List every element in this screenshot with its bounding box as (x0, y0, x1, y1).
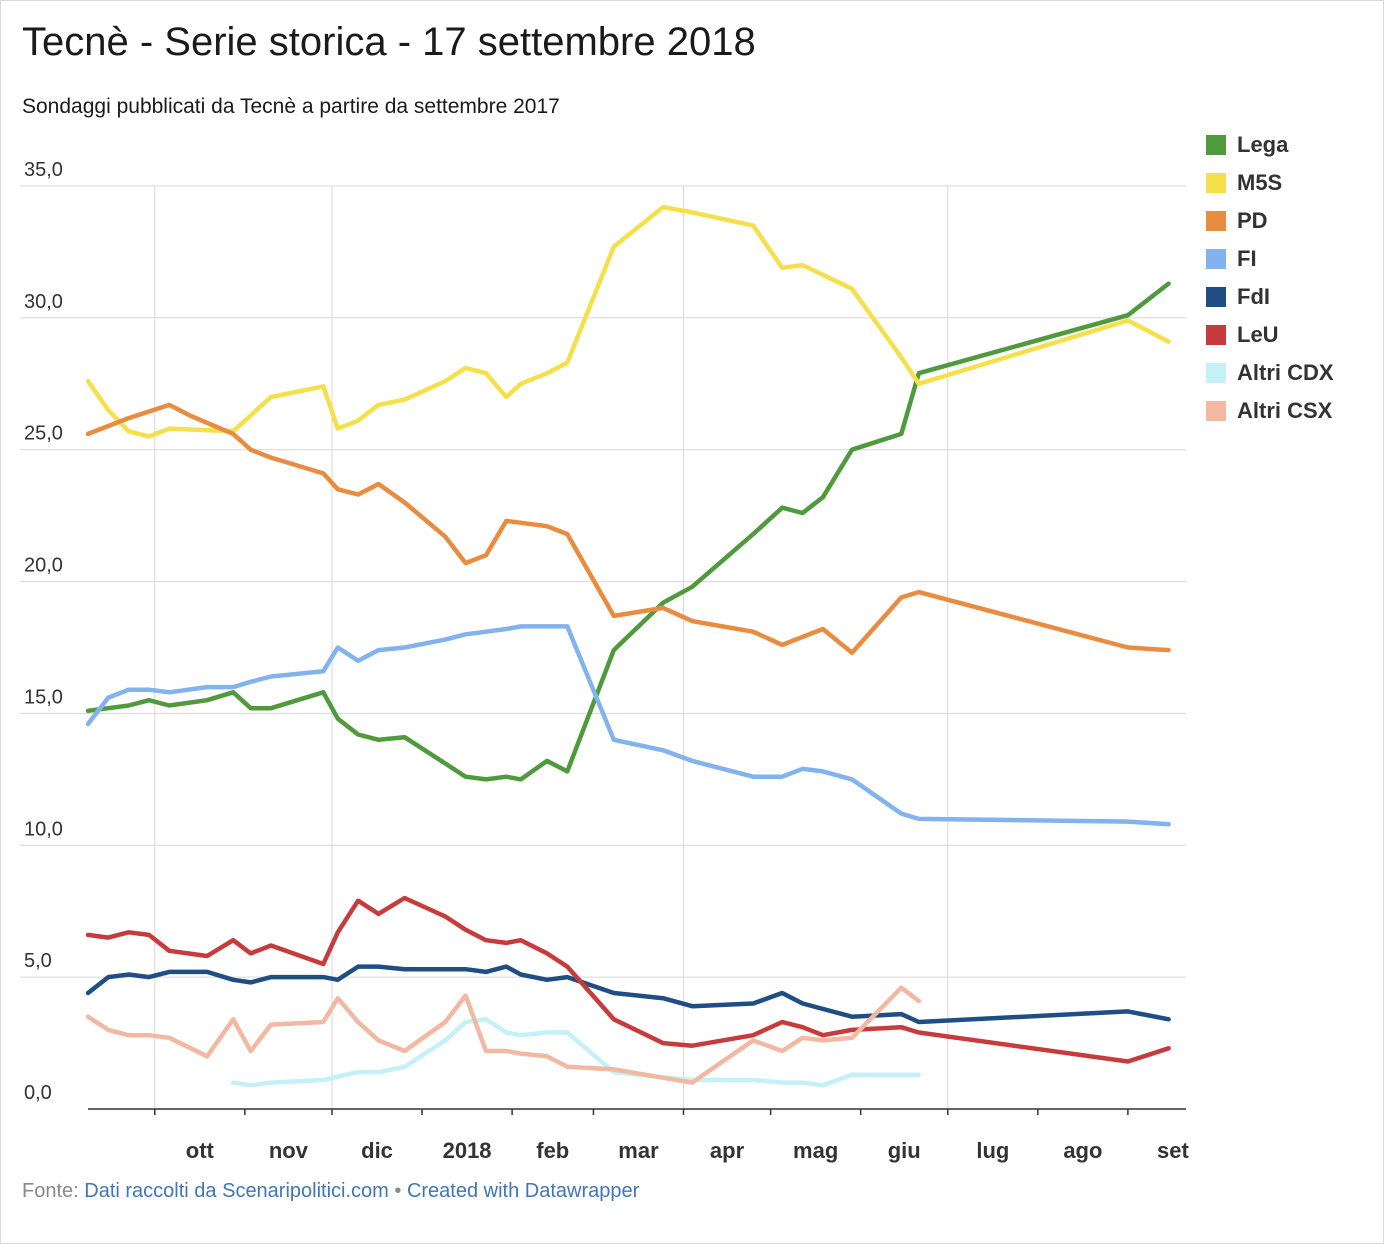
legend-label: M5S (1237, 170, 1283, 195)
legend-item: Altri CDX (1206, 354, 1334, 392)
series-lega (85, 281, 1171, 782)
line-fdi (85, 964, 1171, 1025)
y-tick-label: 10,0 (24, 818, 63, 840)
legend-swatch (1206, 287, 1226, 307)
x-tick-label: giu (888, 1138, 921, 1163)
chart-footer: Fonte: Dati raccolti da Scenaripolitici.… (22, 1180, 639, 1203)
line-pd (85, 402, 1171, 656)
legend-label: PD (1237, 208, 1268, 233)
y-tick-label: 25,0 (24, 423, 63, 445)
x-tick-label: 2018 (443, 1138, 492, 1163)
series-fdi (85, 964, 1171, 1025)
legend-swatch (1206, 135, 1226, 155)
legend-item: LeU (1206, 316, 1334, 354)
legend-item: Altri CSX (1206, 392, 1334, 430)
x-tick-label: lug (976, 1138, 1009, 1163)
line-m5s (85, 204, 1171, 439)
line-altri-cdx (230, 1017, 922, 1088)
datawrapper-link[interactable]: Created with Datawrapper (406, 1180, 640, 1202)
y-tick-label: 20,0 (24, 555, 63, 577)
legend-label: Altri CDX (1237, 360, 1334, 385)
series-altri-cdx (230, 1017, 922, 1088)
series-fi (85, 624, 1171, 827)
line-altri-csx (85, 985, 922, 1085)
source-link[interactable]: Dati raccolti da Scenaripolitici.com (84, 1180, 389, 1202)
line-lega (85, 281, 1171, 782)
chart-legend: Lega M5S PD FI FdI LeU Altri CDX Altri CSX (1206, 126, 1334, 430)
legend-swatch (1206, 173, 1226, 193)
legend-label: LeU (1237, 322, 1279, 347)
x-tick-label: ago (1063, 1138, 1102, 1163)
legend-item: FI (1206, 240, 1334, 278)
y-tick-label: 35,0 (24, 159, 63, 181)
chart-title: Tecnè - Serie storica - 17 settembre 201… (22, 20, 756, 64)
legend-label: Altri CSX (1237, 398, 1333, 423)
legend-label: FI (1237, 246, 1257, 271)
legend-label: Lega (1237, 132, 1289, 157)
x-tick-label: nov (269, 1138, 309, 1163)
x-tick-label: feb (536, 1138, 569, 1163)
line-fi (85, 624, 1171, 827)
y-tick-label: 30,0 (24, 291, 63, 313)
legend-swatch (1206, 211, 1226, 231)
x-tick-label: mar (618, 1138, 659, 1163)
series-m5s (85, 204, 1171, 439)
legend-swatch (1206, 363, 1226, 383)
series-altri-csx (85, 985, 922, 1085)
legend-swatch (1206, 401, 1226, 421)
legend-label: FdI (1237, 284, 1270, 309)
footer-prefix: Fonte: (22, 1180, 85, 1202)
x-tick-label: dic (361, 1138, 393, 1163)
x-tick-label: mag (793, 1138, 838, 1163)
y-tick-label: 5,0 (24, 950, 52, 972)
y-tick-label: 15,0 (24, 686, 63, 708)
footer-separator: • (388, 1180, 407, 1202)
series-leu (85, 895, 1171, 1064)
series-pd (85, 402, 1171, 656)
legend-item: PD (1206, 202, 1334, 240)
chart-subtitle: Sondaggi pubblicati da Tecnè a partire d… (22, 95, 560, 118)
legend-item: Lega (1206, 126, 1334, 164)
legend-swatch (1206, 325, 1226, 345)
x-tick-label: ott (186, 1138, 215, 1163)
x-tick-label: set (1157, 1138, 1189, 1163)
y-tick-label: 0,0 (24, 1082, 52, 1104)
legend-item: FdI (1206, 278, 1334, 316)
line-leu (85, 895, 1171, 1064)
legend-swatch (1206, 249, 1226, 269)
legend-item: M5S (1206, 164, 1334, 202)
x-tick-label: apr (710, 1138, 745, 1163)
